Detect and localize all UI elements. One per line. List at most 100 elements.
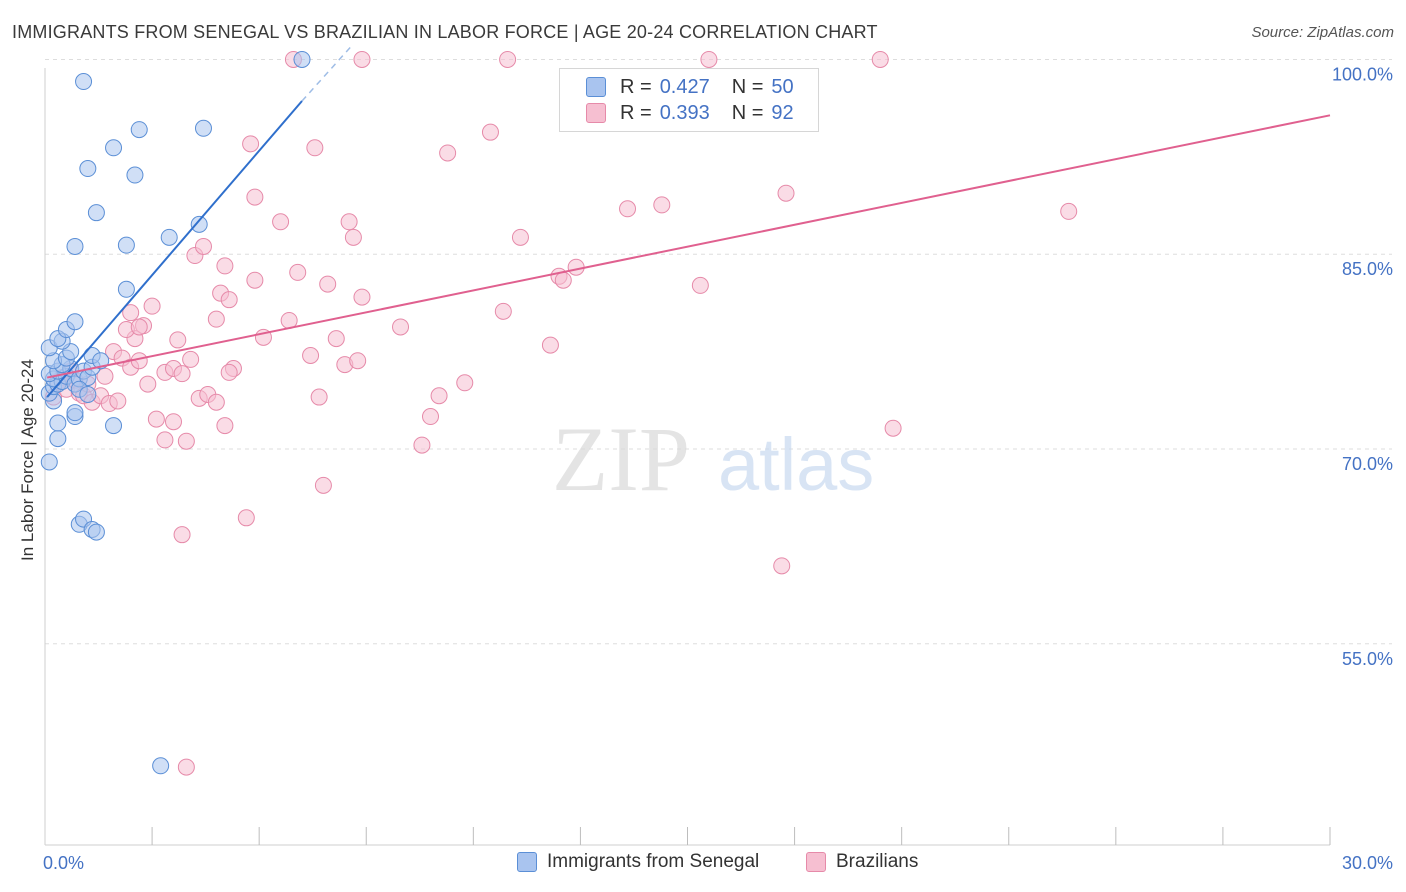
brazilian-point [139,375,157,393]
senegal-point [117,236,135,254]
legend-swatch-brazilians [806,852,826,872]
senegal-point [293,50,311,68]
series-brazilians [45,50,1078,776]
n-label: N = [731,101,764,124]
brazilian-point [619,200,637,218]
n-value-senegal: 50 [771,75,794,98]
brazilian-point [182,350,200,368]
senegal-swatch [586,77,606,97]
legend-item-brazilians: Brazilians [806,851,918,873]
r-label: R = [620,101,652,124]
brazilian-point [1060,202,1078,220]
brazilian-point [194,237,212,255]
senegal-point [92,352,110,370]
brazilian-point [173,526,191,544]
senegal-point [105,139,123,157]
senegal-point [66,404,84,422]
grid-lines [45,58,1392,645]
brazilian-point [353,50,371,68]
brazilian-point [207,310,225,328]
brazilian-point [122,304,140,322]
legend-label-senegal: Immigrants from Senegal [547,851,760,872]
source-credit: Source: ZipAtlas.com [1251,24,1394,41]
senegal-point [190,215,208,233]
brazilian-point [567,258,585,276]
brazilians-swatch [586,103,606,123]
senegal-point [40,453,58,471]
brazilian-point [143,297,161,315]
n-value-brazilians: 92 [771,101,794,124]
watermark-atlas: atlas [718,423,874,506]
brazilian-point [430,387,448,405]
brazilian-point [314,476,332,494]
senegal-point [79,160,97,178]
tick-labels: 100.0% 85.0% 70.0% 55.0% 0.0% 30.0% [43,64,1393,873]
senegal-point [66,313,84,331]
brazilian-point [511,228,529,246]
senegal-point [75,73,93,91]
r-value-senegal: 0.427 [659,75,710,98]
series-legend: Immigrants from Senegal Brazilians [0,851,1406,877]
brazilian-point [499,50,517,68]
senegal-point [160,228,178,246]
senegal-point [66,237,84,255]
senegal-point [194,119,212,137]
x-tick-label: 0.0% [43,853,84,873]
brazilian-point [173,365,191,383]
brazilian-point [130,318,148,336]
senegal-point [49,414,67,432]
brazilian-point [109,392,127,410]
brazilian-point [773,557,791,575]
brazilian-point [422,408,439,426]
senegal-point [117,280,135,298]
watermark-zip: ZIP [552,408,690,510]
senegal-point [130,121,148,139]
brazilian-point [306,139,324,157]
legend-label-brazilians: Brazilians [836,851,919,872]
brazilian-point [691,276,709,294]
senegal-point [105,417,123,435]
y-tick-label: 100.0% [1332,64,1393,84]
chart-title: IMMIGRANTS FROM SENEGAL VS BRAZILIAN IN … [12,22,878,42]
y-axis-label: In Labor Force | Age 20-24 [18,359,37,561]
senegal-point [87,523,105,541]
brazilian-point [177,758,195,776]
brazilian-point [456,374,474,392]
brazilian-point [413,436,431,454]
legend-row-brazilians: R = 0.393 N = 92 [586,101,802,125]
x-tick-label: 30.0% [1342,853,1393,873]
brazilian-point [349,352,367,370]
brazilian-point [237,509,255,527]
brazilian-point [147,410,165,428]
brazilian-point [177,432,195,450]
senegal-point [79,385,97,403]
brazilian-point [481,123,499,141]
brazilian-point [439,144,457,162]
brazilian-point [392,318,410,336]
senegal-trend-line [46,100,303,398]
brazilian-point [169,331,187,349]
brazilian-point [327,330,345,348]
brazilian-point [653,196,671,214]
brazilian-point [220,291,238,309]
correlation-legend: R = 0.427 N = 50 R = 0.393 N = 92 [559,68,819,132]
brazilian-point [216,417,234,435]
brazilian-point [494,302,512,320]
senegal-point [87,204,105,222]
series-senegal [40,50,311,775]
y-tick-label: 70.0% [1342,454,1393,474]
brazilian-point [344,228,362,246]
legend-row-senegal: R = 0.427 N = 50 [586,75,802,99]
brazilian-point [353,288,371,306]
brazilian-point [272,213,290,231]
senegal-trend-extension [301,43,354,102]
brazilian-point [310,388,328,406]
brazilian-point [220,363,238,381]
brazilian-point [242,135,260,153]
n-label: N = [731,75,764,98]
r-value-brazilians: 0.393 [659,101,710,124]
brazilian-point [777,184,795,202]
brazilian-point [165,413,182,431]
brazilian-point [302,347,320,365]
brazilian-point [207,393,225,411]
